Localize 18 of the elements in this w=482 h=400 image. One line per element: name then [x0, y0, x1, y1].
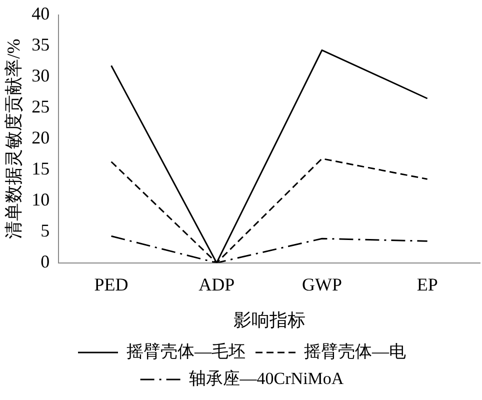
y-tick-label: 30	[32, 66, 50, 86]
legend-label: 摇臂壳体—毛坯	[126, 342, 246, 361]
y-tick-label: 25	[32, 96, 50, 117]
y-tick-label: 35	[32, 34, 50, 55]
x-tick-label: PED	[94, 274, 128, 294]
y-tick-label: 0	[40, 252, 50, 272]
y-tick-label: 40	[32, 4, 50, 24]
x-tick-label: ADP	[198, 274, 235, 294]
y-tick-label: 15	[32, 158, 50, 179]
x-axis-title: 影响指标	[233, 310, 306, 330]
y-tick-label: 5	[40, 220, 50, 241]
legend-label: 轴承座—40CrNiMoA	[188, 368, 344, 388]
y-tick-label: 20	[32, 128, 50, 148]
x-tick-label: EP	[416, 274, 438, 294]
legend-label: 摇臂壳体—电	[304, 342, 406, 361]
y-axis-title: 清单数据灵敏度贡献率/%	[4, 38, 24, 239]
y-tick-label: 10	[32, 190, 50, 210]
x-tick-label: GWP	[302, 274, 342, 294]
